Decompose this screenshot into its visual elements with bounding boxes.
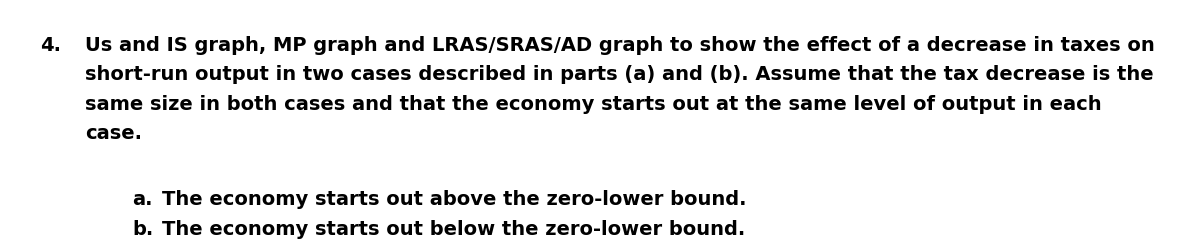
Text: short-run output in two cases described in parts (a) and (b). Assume that the ta: short-run output in two cases described … xyxy=(85,65,1153,84)
Text: a.: a. xyxy=(132,190,152,209)
Text: case.: case. xyxy=(85,124,142,143)
Text: The economy starts out above the zero-lower bound.: The economy starts out above the zero-lo… xyxy=(162,190,746,209)
Text: 4.: 4. xyxy=(40,36,61,55)
Text: b.: b. xyxy=(132,220,154,239)
Text: same size in both cases and that the economy starts out at the same level of out: same size in both cases and that the eco… xyxy=(85,94,1102,114)
Text: Us and IS graph, MP graph and LRAS/SRAS/AD graph to show the effect of a decreas: Us and IS graph, MP graph and LRAS/SRAS/… xyxy=(85,36,1154,55)
Text: The economy starts out below the zero-lower bound.: The economy starts out below the zero-lo… xyxy=(162,220,745,239)
